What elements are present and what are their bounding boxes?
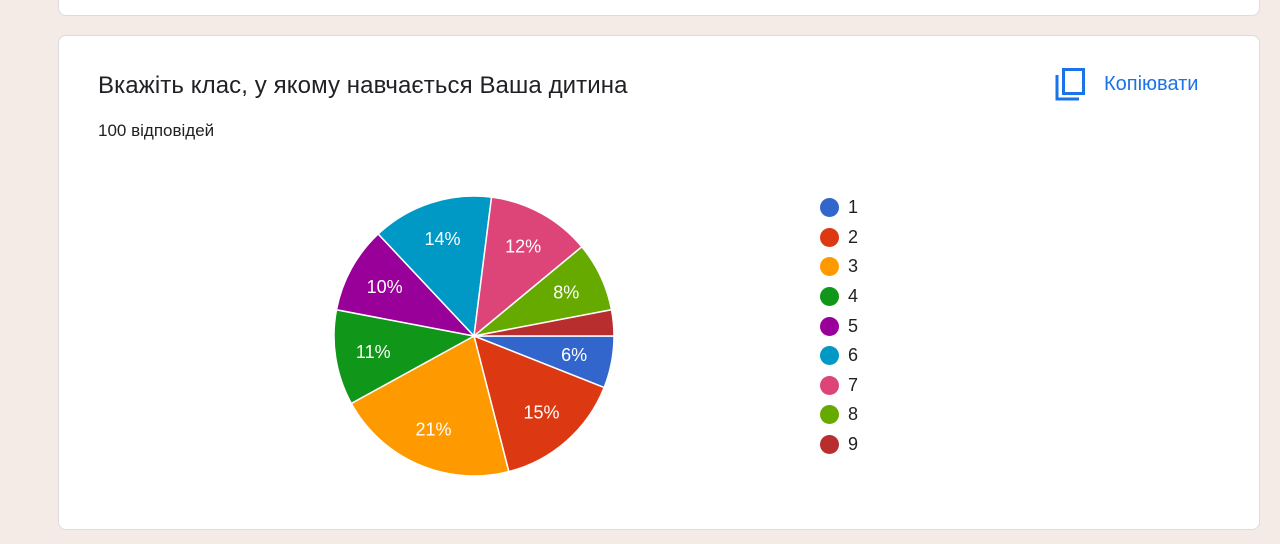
legend-item[interactable]: 6 <box>820 341 858 371</box>
legend-item[interactable]: 8 <box>820 400 858 430</box>
pie-slice-5[interactable] <box>335 232 477 338</box>
slice-label-3: 21% <box>415 420 451 440</box>
copy-chart-button[interactable]: Копіювати <box>1053 64 1198 104</box>
legend-label: 7 <box>848 374 859 395</box>
slice-label-7: 12% <box>505 237 541 257</box>
legend-swatch <box>820 257 839 277</box>
chart-legend: 1 2 3 4 5 6 7 8 <box>820 193 858 459</box>
response-count: 100 відповідей <box>98 121 215 140</box>
legend-item[interactable]: 2 <box>820 223 858 253</box>
pie-slice-9[interactable] <box>473 308 615 337</box>
slice-label-8: 8% <box>553 283 579 303</box>
copy-icon <box>1053 66 1089 102</box>
legend-item[interactable]: 1 <box>820 193 858 223</box>
pie-slice-4[interactable] <box>333 308 477 405</box>
slice-label-6: 14% <box>424 229 460 249</box>
legend-label: 9 <box>848 434 859 455</box>
slice-label-4: 11% <box>356 342 391 362</box>
legend-item[interactable]: 4 <box>820 282 858 312</box>
pie-chart: 6% 15% 21% 11% 10% 14% 12% 8% <box>333 195 615 477</box>
copy-label: Копіювати <box>1104 72 1199 95</box>
legend-label: 4 <box>848 286 859 307</box>
legend-label: 5 <box>848 315 859 336</box>
slice-label-2: 15% <box>523 403 559 423</box>
legend-swatch <box>820 198 839 218</box>
pie-slice-2[interactable] <box>472 334 606 473</box>
legend-label: 2 <box>848 226 859 247</box>
legend-label: 3 <box>848 256 859 277</box>
legend-swatch <box>820 375 839 395</box>
legend-item[interactable]: 9 <box>820 430 858 460</box>
legend-swatch <box>820 316 839 336</box>
legend-label: 8 <box>848 404 859 425</box>
question-title: Вкажіть клас, у якому навчається Ваша ди… <box>98 72 628 99</box>
pie-slice-6[interactable] <box>377 195 493 338</box>
legend-swatch <box>820 405 839 425</box>
previous-question-card <box>58 0 1260 16</box>
legend-swatch <box>820 435 839 455</box>
legend-item[interactable]: 5 <box>820 311 858 341</box>
slice-label-1: 6% <box>561 345 587 365</box>
legend-label: 1 <box>848 197 859 218</box>
legend-label: 6 <box>848 345 859 366</box>
legend-item[interactable]: 3 <box>820 252 858 282</box>
pie-slice-7[interactable] <box>473 196 583 338</box>
legend-swatch <box>820 287 839 307</box>
legend-swatch <box>820 346 839 366</box>
slice-label-5: 10% <box>367 277 403 297</box>
legend-item[interactable]: 7 <box>820 371 858 401</box>
question-summary-card: Вкажіть клас, у якому навчається Ваша ди… <box>58 35 1260 530</box>
legend-swatch <box>820 227 839 247</box>
pie-slice-3[interactable] <box>350 334 510 477</box>
